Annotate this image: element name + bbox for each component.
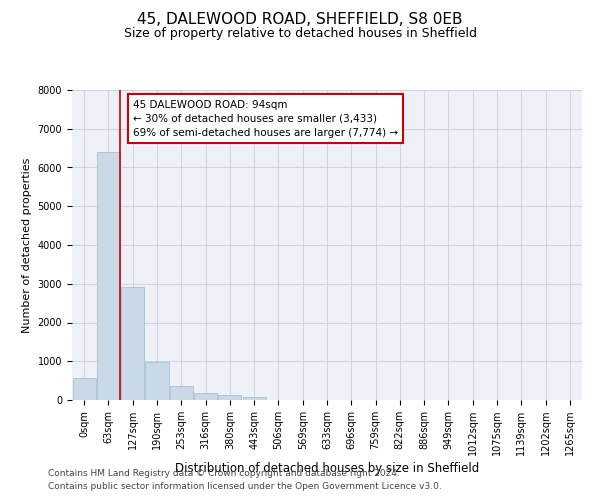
Text: 45 DALEWOOD ROAD: 94sqm
← 30% of detached houses are smaller (3,433)
69% of semi: 45 DALEWOOD ROAD: 94sqm ← 30% of detache… [133,100,398,138]
Y-axis label: Number of detached properties: Number of detached properties [22,158,32,332]
X-axis label: Distribution of detached houses by size in Sheffield: Distribution of detached houses by size … [175,462,479,475]
Bar [97,152,120,400]
Bar [170,386,193,400]
Text: Contains public sector information licensed under the Open Government Licence v3: Contains public sector information licen… [48,482,442,491]
Text: Size of property relative to detached houses in Sheffield: Size of property relative to detached ho… [124,28,476,40]
Bar [145,362,169,400]
Bar [218,395,241,400]
Bar [121,287,144,400]
Bar [194,393,217,400]
Bar [73,378,95,400]
Text: Contains HM Land Registry data © Crown copyright and database right 2024.: Contains HM Land Registry data © Crown c… [48,468,400,477]
Bar [242,396,266,400]
Text: 45, DALEWOOD ROAD, SHEFFIELD, S8 0EB: 45, DALEWOOD ROAD, SHEFFIELD, S8 0EB [137,12,463,28]
